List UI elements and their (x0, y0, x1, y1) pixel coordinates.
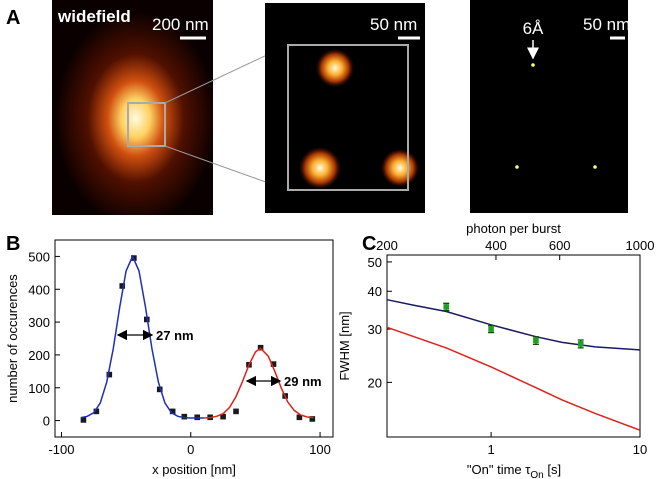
scale-label: 200 nm (152, 15, 209, 34)
y-tick-label: 30 (368, 322, 382, 337)
plot-frame (387, 255, 640, 437)
spot (298, 146, 342, 190)
x-tick-label: 0 (187, 442, 194, 457)
fit-line (387, 327, 640, 430)
y-tick-label: 300 (28, 315, 50, 330)
dot (515, 165, 519, 169)
annotation: 29 nm (284, 374, 322, 389)
x2-tick-label: 600 (549, 238, 571, 253)
y-tick-label: 0 (43, 414, 50, 429)
x-tick-label: -100 (48, 442, 74, 457)
y-tick-label: 20 (368, 375, 382, 390)
distance-label: 6Å (523, 19, 544, 38)
y-tick-label: 50 (368, 255, 382, 270)
spot (315, 48, 355, 88)
data-point (443, 304, 449, 310)
y-tick-label: 400 (28, 282, 50, 297)
scale-label: 50 nm (370, 15, 417, 34)
panel-label: A (6, 7, 20, 29)
x-tick-label: 100 (309, 442, 331, 457)
x-tick-label: 10 (633, 442, 647, 457)
y-tick-label: 200 (28, 348, 50, 363)
x2-tick-label: 1000 (626, 238, 655, 253)
data-point (488, 326, 494, 332)
data-point (578, 341, 584, 347)
x-axis-title-sub: On (530, 470, 543, 479)
x2-tick-label: 400 (485, 238, 507, 253)
spot (380, 148, 420, 188)
fit-line (387, 300, 640, 350)
x-tick-label: 1 (487, 442, 494, 457)
x-axis-title: "On" time τOn [s] (467, 462, 561, 479)
annotation: 27 nm (156, 328, 194, 343)
figure: A B C widefield 200 nm 50 nm 6Å 50 nm "O… (0, 0, 667, 479)
y-tick-label: 40 (368, 284, 382, 299)
y-axis-title: FWHM [nm] (337, 311, 352, 380)
dot (593, 165, 597, 169)
y-tick-label: 100 (28, 381, 50, 396)
y-tick-label: 500 (28, 249, 50, 264)
panel-label: B (6, 233, 20, 255)
y-axis-title: number of occurences (5, 274, 20, 403)
scale-label: 50 nm (583, 15, 630, 34)
x-axis-title-part: "On" time τ (467, 462, 531, 477)
panel-label: C (362, 233, 376, 255)
dot (531, 63, 535, 67)
x2-tick-label: 200 (376, 238, 398, 253)
data-point (233, 409, 239, 415)
image-label: widefield (57, 7, 131, 26)
x-axis-title: x position [nm] (152, 462, 236, 477)
x-axis-title-part: [s] (544, 462, 561, 477)
data-point (533, 338, 539, 344)
x2-axis-title: photon per burst (466, 221, 561, 236)
